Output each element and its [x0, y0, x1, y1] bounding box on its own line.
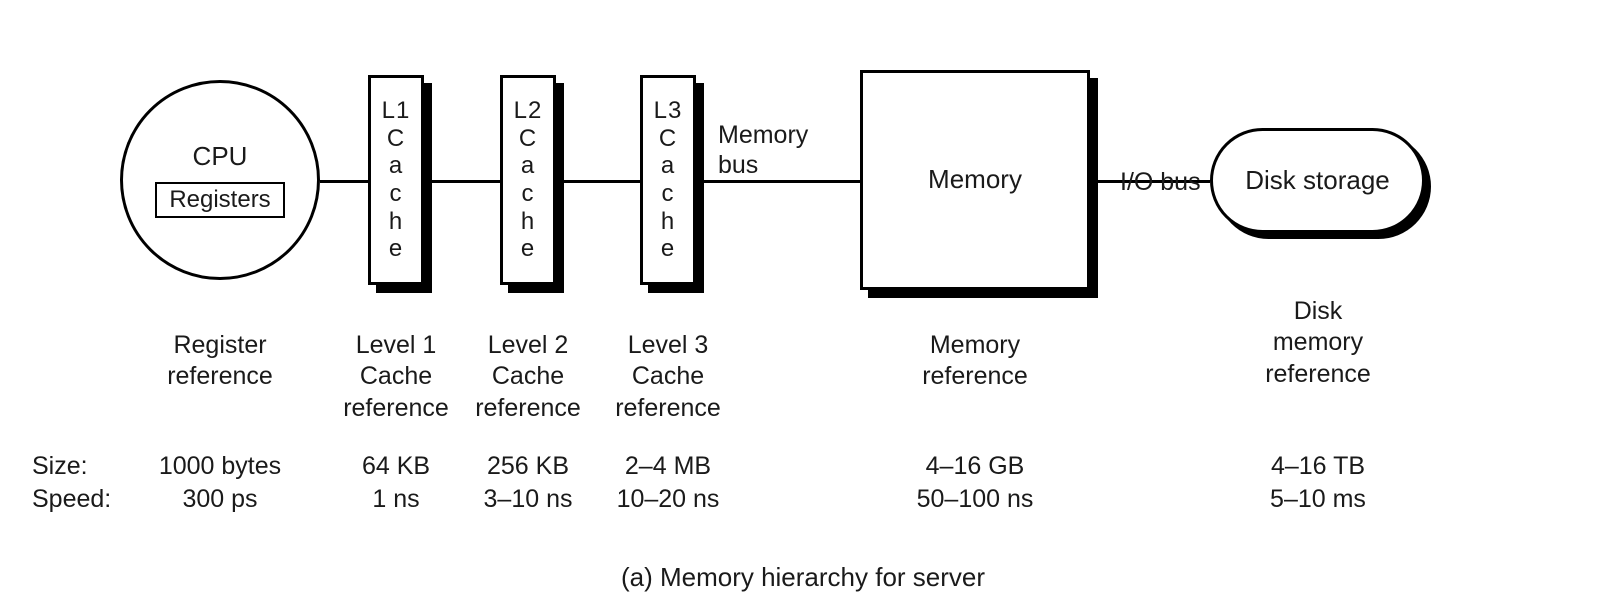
bus-label-3: Memory bus — [718, 120, 808, 180]
size-value-0: 1000 bytes — [135, 452, 305, 481]
cpu-label: CPU — [193, 142, 248, 172]
reference-label-3: Level 3 Cache reference — [583, 330, 753, 424]
speed-value-5: 5–10 ms — [1233, 485, 1403, 514]
bus-segment-1 — [432, 180, 500, 183]
speed-row-label: Speed: — [32, 485, 111, 514]
speed-value-4: 50–100 ns — [890, 485, 1060, 514]
speed-value-0: 300 ps — [135, 485, 305, 514]
l1-cache-node: L1 C a c h e — [368, 75, 424, 285]
size-value-4: 4–16 GB — [890, 452, 1060, 481]
l2-cache-node: L2 C a c h e — [500, 75, 556, 285]
figure-caption: (a) Memory hierarchy for server — [0, 562, 1606, 593]
reference-label-4: Memory reference — [890, 330, 1060, 393]
bus-segment-2 — [564, 180, 640, 183]
reference-label-0: Register reference — [135, 330, 305, 393]
size-value-5: 4–16 TB — [1233, 452, 1403, 481]
size-value-3: 2–4 MB — [583, 452, 753, 481]
size-row-label: Size: — [32, 452, 88, 481]
reference-label-5: Disk memory reference — [1233, 296, 1403, 390]
disk-node: Disk storage — [1210, 128, 1425, 233]
l3-cache-node: L3 C a c h e — [640, 75, 696, 285]
bus-segment-0 — [320, 180, 368, 183]
speed-value-3: 10–20 ns — [583, 485, 753, 514]
bus-segment-3 — [704, 180, 860, 183]
cpu-node: CPU Registers — [120, 80, 320, 280]
bus-label-4: I/O bus — [1120, 167, 1201, 197]
memory-node: Memory — [860, 70, 1090, 290]
registers-box: Registers — [155, 182, 284, 218]
